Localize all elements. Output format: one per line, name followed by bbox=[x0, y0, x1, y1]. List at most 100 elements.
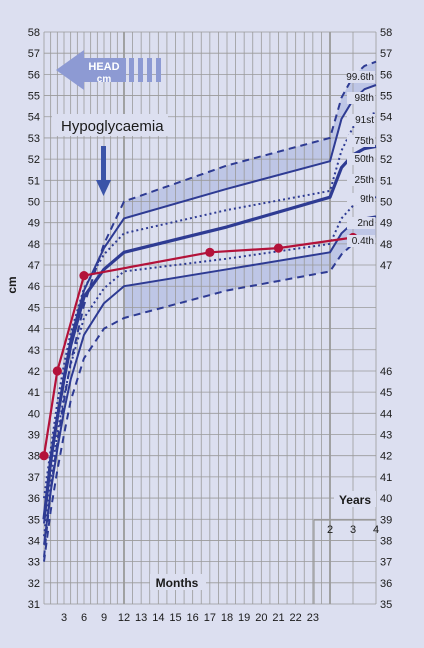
y-axis-label: cm bbox=[5, 276, 19, 293]
y-tick-label: 35 bbox=[28, 514, 40, 526]
y-tick-label: 49 bbox=[28, 218, 40, 230]
right-y-tick-label: 44 bbox=[380, 408, 392, 420]
centile-line-91st bbox=[43, 111, 377, 499]
right-y-tick-label: 57 bbox=[380, 48, 392, 60]
month-tick-label: 16 bbox=[187, 612, 199, 624]
head-arrow-icon bbox=[56, 50, 126, 90]
y-tick-label: 31 bbox=[28, 599, 40, 611]
right-y-tick-label: 51 bbox=[380, 175, 392, 187]
months-label-backdrop bbox=[150, 574, 206, 590]
centile-label-backdrop bbox=[347, 153, 375, 165]
y-tick-label: 44 bbox=[28, 324, 40, 336]
down-arrow-icon bbox=[96, 180, 111, 196]
centile-label-backdrop bbox=[347, 135, 375, 147]
year-tick-label: 3 bbox=[350, 524, 356, 536]
right-y-tick-label: 48 bbox=[380, 239, 392, 251]
y-tick-label: 38 bbox=[28, 451, 40, 463]
y-tick-label: 43 bbox=[28, 345, 40, 357]
right-y-tick-label: 52 bbox=[380, 154, 392, 166]
centile-line-9th bbox=[43, 196, 377, 537]
centile-label: 25th bbox=[355, 175, 374, 186]
years-label-backdrop bbox=[334, 491, 376, 507]
head-arrow-stripe bbox=[129, 58, 134, 82]
y-tick-label: 41 bbox=[28, 387, 40, 399]
y-tick-label: 47 bbox=[28, 260, 40, 272]
y-tick-label: 45 bbox=[28, 302, 40, 314]
right-y-tick-label: 47 bbox=[380, 260, 392, 272]
y-tick-label: 58 bbox=[28, 27, 40, 39]
patient-point bbox=[79, 271, 89, 281]
y-tick-label: 55 bbox=[28, 91, 40, 103]
centile-label: 50th bbox=[355, 154, 374, 165]
hypoglycaemia-label: Hypoglycaemia bbox=[61, 118, 164, 135]
y-tick-label: 40 bbox=[28, 408, 40, 420]
y-tick-label: 48 bbox=[28, 239, 40, 251]
annotation-backdrop bbox=[52, 114, 168, 136]
centile-label: 2nd bbox=[357, 218, 374, 229]
y-tick-label: 39 bbox=[28, 430, 40, 442]
month-tick-label: 21 bbox=[272, 612, 284, 624]
month-tick-label: 18 bbox=[221, 612, 233, 624]
year-tick-label: 2 bbox=[327, 524, 333, 536]
month-tick-label: 23 bbox=[307, 612, 319, 624]
centile-label-backdrop bbox=[347, 71, 375, 83]
hypoglycaemia-annotation: Hypoglycaemia bbox=[52, 114, 168, 196]
head-label: HEAD bbox=[88, 61, 119, 73]
right-y-tick-label: 50 bbox=[380, 196, 392, 208]
y-tick-label: 57 bbox=[28, 48, 40, 60]
month-tick-label: 19 bbox=[238, 612, 250, 624]
y-tick-label: 33 bbox=[28, 557, 40, 569]
centile-label: 91st bbox=[355, 115, 374, 126]
centile-label: 9th bbox=[360, 194, 374, 205]
y-tick-label: 36 bbox=[28, 493, 40, 505]
month-tick-label: 20 bbox=[255, 612, 267, 624]
right-y-tick-label: 37 bbox=[380, 557, 392, 569]
head-arrow-stripe bbox=[156, 58, 161, 82]
y-tick-label: 32 bbox=[28, 578, 40, 590]
y-tick-label: 34 bbox=[28, 535, 40, 547]
month-tick-label: 12 bbox=[118, 612, 130, 624]
y-tick-label: 53 bbox=[28, 133, 40, 145]
right-y-tick-label: 56 bbox=[380, 69, 392, 81]
month-tick-label: 6 bbox=[81, 612, 87, 624]
y-tick-label: 56 bbox=[28, 69, 40, 81]
right-y-tick-label: 46 bbox=[380, 366, 392, 378]
right-y-tick-label: 38 bbox=[380, 535, 392, 547]
right-y-tick-label: 58 bbox=[380, 27, 392, 39]
y-tick-label: 46 bbox=[28, 281, 40, 293]
month-tick-label: 15 bbox=[169, 612, 181, 624]
head-arrow-stripe bbox=[147, 58, 152, 82]
right-y-axis-ticks: 47 48 49 50 51 52 53 54 55 56 57 58 35 36 37 38 39 40 41 42… bbox=[380, 27, 392, 611]
y-tick-label: 50 bbox=[28, 196, 40, 208]
annotation-arrow-shaft bbox=[101, 146, 106, 182]
y-tick-label: 42 bbox=[28, 366, 40, 378]
right-y-tick-label: 40 bbox=[380, 493, 392, 505]
patient-line bbox=[42, 236, 354, 456]
centile-line-99-6th bbox=[43, 60, 377, 558]
year-tick-label: 4 bbox=[373, 524, 379, 536]
right-y-tick-label: 36 bbox=[380, 578, 392, 590]
centile-label-backdrop bbox=[347, 174, 375, 186]
centile-label-backdrop bbox=[347, 235, 375, 247]
right-y-tick-label: 45 bbox=[380, 387, 392, 399]
x-axis-label-months: Months bbox=[156, 576, 199, 590]
head-arrow-stripe bbox=[138, 58, 143, 82]
right-y-tick-label: 41 bbox=[380, 472, 392, 484]
centile-label-backdrop bbox=[347, 92, 375, 104]
right-y-tick-label: 35 bbox=[380, 599, 392, 611]
centile-labels: 99.6th 98th 91st 75th 50th 25th 9th 2nd 0.4th bbox=[346, 71, 375, 247]
month-tick-label: 9 bbox=[101, 612, 107, 624]
right-y-tick-label: 49 bbox=[380, 218, 392, 230]
centile-label: 0.4th bbox=[352, 236, 374, 247]
y-tick-label: 52 bbox=[28, 154, 40, 166]
left-y-axis-ticks: 31 32 33 34 35 36 37 38 39 40 41 42 43 44 45 46 47 48 49 50… bbox=[28, 27, 40, 611]
y-tick-label: 51 bbox=[28, 175, 40, 187]
centile-label-backdrop bbox=[347, 193, 375, 205]
right-y-tick-label: 55 bbox=[380, 91, 392, 103]
right-y-tick-label: 54 bbox=[380, 112, 392, 124]
centile-label: 99.6th bbox=[346, 72, 374, 83]
month-tick-label: 14 bbox=[152, 612, 164, 624]
right-y-tick-label: 42 bbox=[380, 451, 392, 463]
